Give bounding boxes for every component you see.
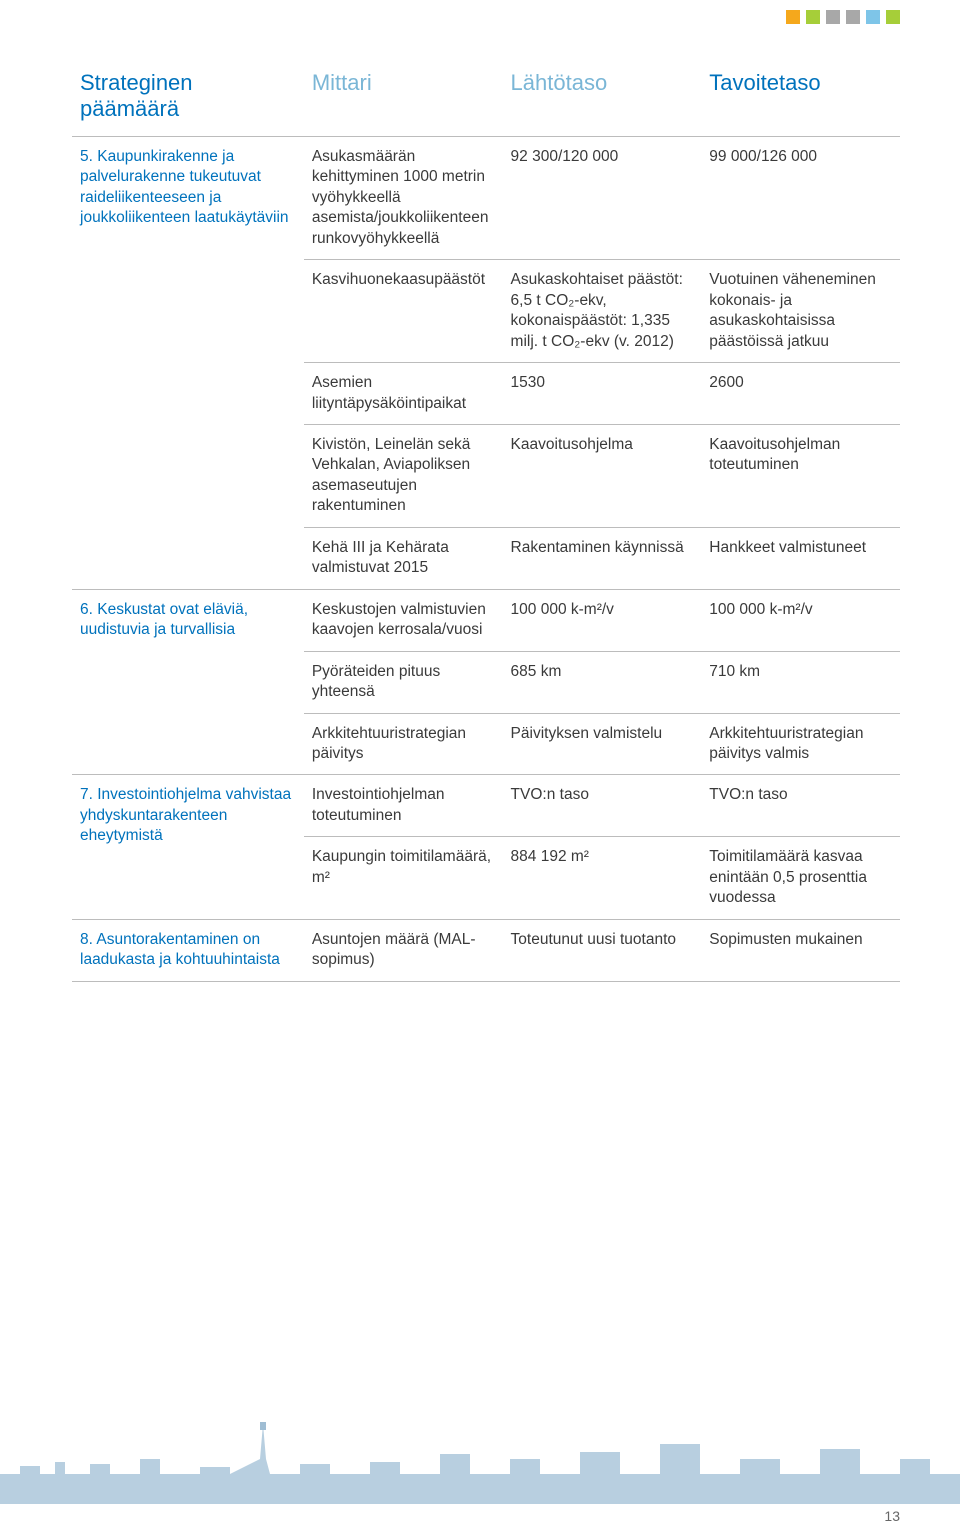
goal-cell: 8. Asuntorakentaminen on laadukasta ja k… [72, 919, 304, 981]
goal-cell: 7. Investointiohjelma vahvistaa yhdyskun… [72, 775, 304, 919]
metric-cell: Pyöräteiden pituus yhteensä [304, 651, 503, 713]
target-cell: Arkkitehtuuristrategian päivitys valmis [701, 713, 900, 775]
base-cell: 685 km [503, 651, 702, 713]
tower-top [260, 1422, 266, 1430]
target-cell: Toimitilamäärä kasvaa enintään 0,5 prose… [701, 837, 900, 919]
base-cell: 1530 [503, 363, 702, 425]
table-row: 6. Keskustat ovat eläviä, uudistuvia ja … [72, 589, 900, 651]
target-cell: TVO:n taso [701, 775, 900, 837]
page-number: 13 [884, 1508, 900, 1524]
col-header-target: Tavoitetaso [701, 60, 900, 137]
base-cell: 100 000 k-m²/v [503, 589, 702, 651]
metric-cell: Kasvihuonekaasupäästöt [304, 260, 503, 363]
color-square [886, 10, 900, 24]
target-cell: Vuotuinen väheneminen kokonais- ja asuka… [701, 260, 900, 363]
target-cell: Hankkeet valmistuneet [701, 527, 900, 589]
base-cell: Päivityksen valmistelu [503, 713, 702, 775]
metric-cell: Kivistön, Leinelän sekä Vehkalan, Aviapo… [304, 424, 503, 527]
base-cell: Toteutunut uusi tuotanto [503, 919, 702, 981]
target-cell: 710 km [701, 651, 900, 713]
skyline-shape [0, 1424, 960, 1504]
metric-cell: Kehä III ja Kehärata valmistuvat 2015 [304, 527, 503, 589]
color-square [806, 10, 820, 24]
table-row: 7. Investointiohjelma vahvistaa yhdyskun… [72, 775, 900, 837]
base-cell: 92 300/120 000 [503, 137, 702, 260]
col-header-goal: Strateginen päämäärä [72, 60, 304, 137]
color-square [826, 10, 840, 24]
table-row: 8. Asuntorakentaminen on laadukasta ja k… [72, 919, 900, 981]
decorative-color-squares [786, 10, 900, 24]
color-square [846, 10, 860, 24]
city-silhouette-decoration [0, 1404, 960, 1504]
metric-cell: Asukasmäärän kehittyminen 1000 metrin vy… [304, 137, 503, 260]
goal-cell: 5. Kaupunkirakenne ja palvelurakenne tuk… [72, 137, 304, 590]
base-cell: TVO:n taso [503, 775, 702, 837]
color-square [866, 10, 880, 24]
table-row: 5. Kaupunkirakenne ja palvelurakenne tuk… [72, 137, 900, 260]
base-cell: 884 192 m² [503, 837, 702, 919]
base-cell: Kaavoitusohjelma [503, 424, 702, 527]
metric-cell: Asemien liityntäpysäköintipaikat [304, 363, 503, 425]
target-cell: 2600 [701, 363, 900, 425]
strategy-table: Strateginen päämäärä Mittari Lähtötaso T… [72, 60, 900, 982]
goal-cell: 6. Keskustat ovat eläviä, uudistuvia ja … [72, 589, 304, 775]
base-cell: Asukaskohtaiset päästöt: 6,5 t CO₂-ekv, … [503, 260, 702, 363]
table-header-row: Strateginen päämäärä Mittari Lähtötaso T… [72, 60, 900, 137]
target-cell: 100 000 k-m²/v [701, 589, 900, 651]
col-header-metric: Mittari [304, 60, 503, 137]
table-body: 5. Kaupunkirakenne ja palvelurakenne tuk… [72, 137, 900, 982]
metric-cell: Keskustojen valmistuvien kaavojen kerros… [304, 589, 503, 651]
col-header-base: Lähtötaso [503, 60, 702, 137]
target-cell: 99 000/126 000 [701, 137, 900, 260]
metric-cell: Kaupungin toimitilamäärä, m² [304, 837, 503, 919]
target-cell: Kaavoitusohjelman toteutuminen [701, 424, 900, 527]
target-cell: Sopimusten mukainen [701, 919, 900, 981]
base-cell: Rakentaminen käynnissä [503, 527, 702, 589]
metric-cell: Arkkitehtuuristrategian päivitys [304, 713, 503, 775]
table-container: Strateginen päämäärä Mittari Lähtötaso T… [0, 0, 960, 982]
color-square [786, 10, 800, 24]
metric-cell: Investointiohjelman toteutuminen [304, 775, 503, 837]
metric-cell: Asuntojen määrä (MAL-sopimus) [304, 919, 503, 981]
